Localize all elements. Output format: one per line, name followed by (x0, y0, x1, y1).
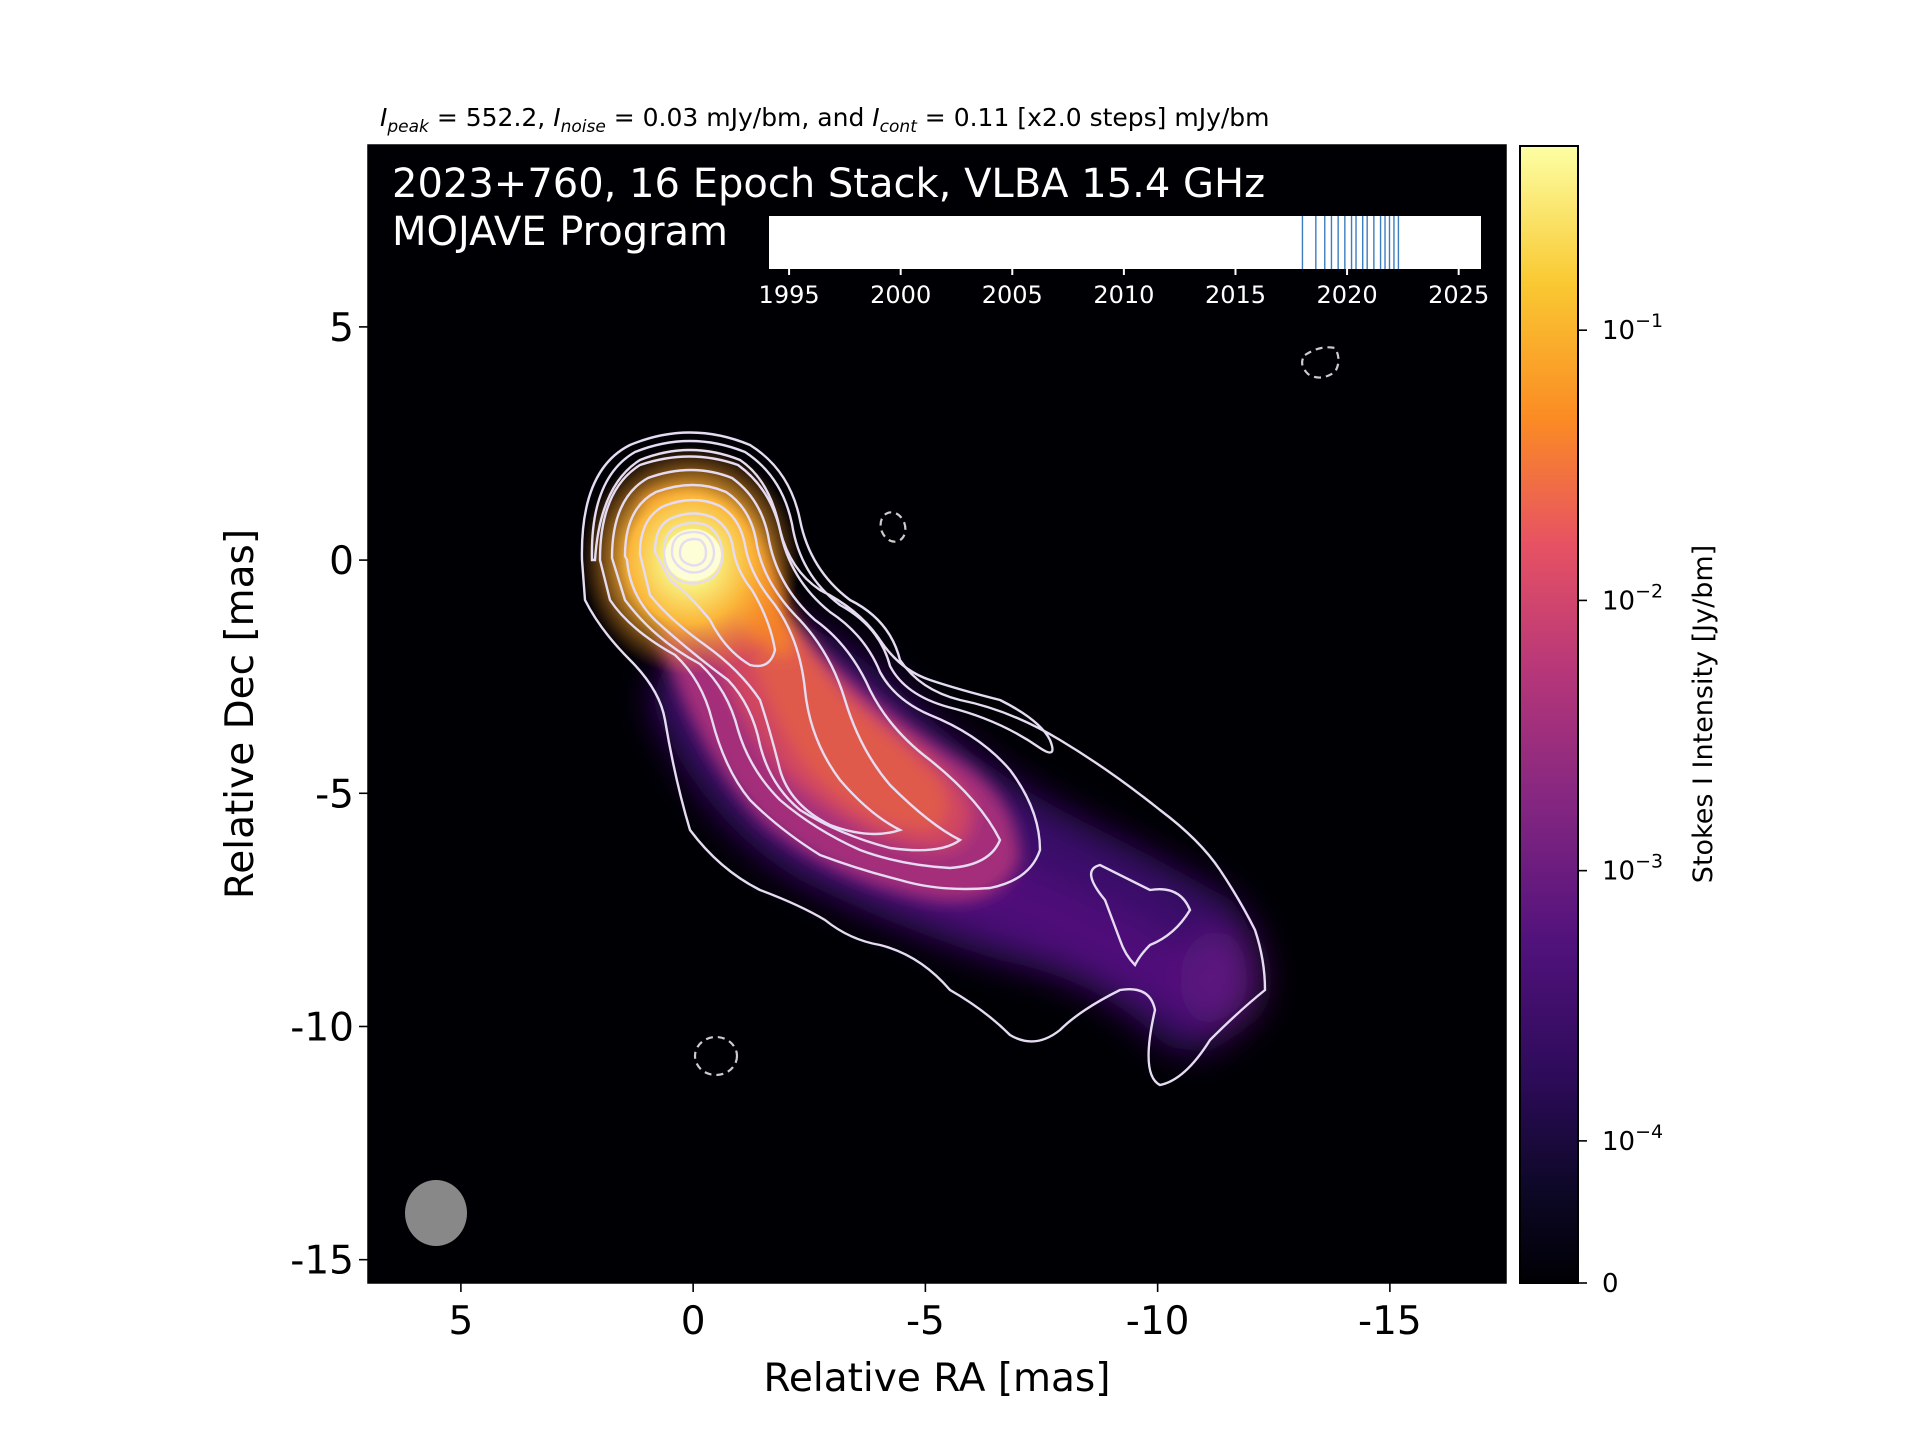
x-tick-label: -15 (1358, 1299, 1422, 1344)
x-tick-label: -5 (906, 1299, 945, 1344)
colorbar-tick-label: 10−2 (1602, 580, 1663, 616)
map-title-line1: 2023+760, 16 Epoch Stack, VLBA 15.4 GHz (392, 161, 1265, 207)
contours (580, 431, 1267, 1087)
map-background (368, 145, 1506, 1283)
x-axis-ticks: 5 0 -5 -10 -15 (448, 1283, 1422, 1344)
y-tick-label: -5 (315, 772, 354, 817)
y-axis-label: Relative Dec [mas] (218, 529, 263, 899)
negative-contours (693, 346, 1340, 1077)
colorbar-tick-label: 10−3 (1602, 851, 1663, 887)
y-axis-ticks: 5 0 -5 -10 -15 (290, 306, 368, 1284)
timeline-tick-label: 2025 (1428, 281, 1489, 309)
map-title-line2: MOJAVE Program (392, 209, 728, 255)
y-tick-label: -15 (290, 1239, 354, 1284)
beam-ellipse (405, 1180, 467, 1246)
colorbar-frame (1519, 145, 1579, 1284)
timeline-tick-label: 2015 (1205, 281, 1266, 309)
colorbar-ticks: 0 10−4 10−3 10−2 10−1 (1578, 310, 1663, 1299)
timeline-tick-label: 1995 (759, 281, 820, 309)
colorbar: 0 10−4 10−3 10−2 10−1 Stokes I Intensity [Jy… (1519, 145, 1719, 1299)
timeline-tick-label: 2000 (870, 281, 931, 309)
epoch-lines (1301, 216, 1400, 269)
x-tick-label: -10 (1126, 1299, 1190, 1344)
colorbar-label: Stokes I Intensity [Jy/bm] (1688, 545, 1719, 883)
colorbar-gradient (1520, 146, 1578, 1283)
colorbar-tick-label: 0 (1602, 1269, 1619, 1299)
y-tick-label: -10 (290, 1005, 354, 1050)
y-tick-label: 5 (329, 306, 354, 351)
timeline-tick-label: 2005 (982, 281, 1043, 309)
map-frame (367, 144, 1507, 1284)
x-tick-label: 5 (448, 1299, 473, 1344)
x-tick-label: 0 (681, 1299, 706, 1344)
timeline-tick-label: 2020 (1317, 281, 1378, 309)
x-axis-label: Relative RA [mas] (764, 1356, 1111, 1401)
timeline-ticks: 1995 2000 2005 2010 2015 2020 2025 (759, 269, 1489, 309)
plot-header: Ipeak = 552.2, Inoise = 0.03 mJy/bm, and… (380, 103, 1270, 137)
colorbar-tick-label: 10−1 (1602, 310, 1663, 346)
y-tick-label: 0 (329, 539, 354, 584)
timeline-tick-label: 2010 (1093, 281, 1154, 309)
colorbar-tick-label: 10−4 (1602, 1121, 1663, 1157)
epoch-timeline: 1995 2000 2005 2010 2015 2020 2025 (759, 216, 1489, 309)
intensity-map (368, 145, 1506, 1283)
